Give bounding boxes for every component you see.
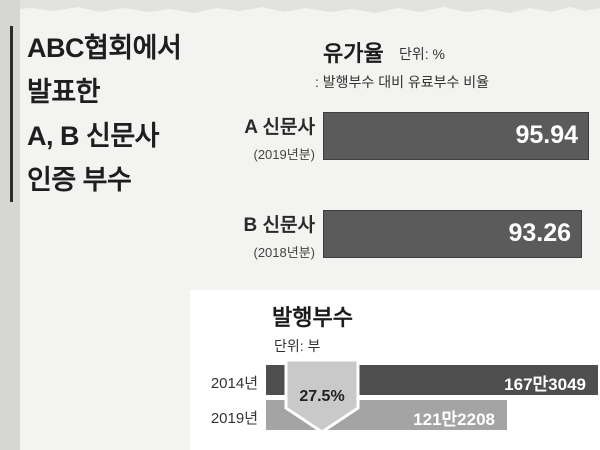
value-label-2014: 167만3049 [504, 375, 586, 394]
category-name-b: B 신문사 [243, 215, 315, 236]
torn-paper-edge [0, 0, 600, 13]
category-label-a: A 신문사 (2019년분) [215, 112, 315, 163]
year-label-2014: 2014년 [210, 375, 258, 392]
year-label-2019: 2019년 [210, 410, 258, 427]
decrease-rate-label: 27.5% [299, 388, 345, 405]
headline-line-3: A, B 신문사 [27, 121, 160, 151]
circulation-unit: 단위: 부 [274, 338, 321, 354]
value-label-b: 93.26 [508, 219, 571, 247]
paid-rate-unit: 단위: % [399, 46, 445, 62]
headline-line-2: 발표한 [27, 77, 101, 107]
paid-rate-title: 유가율 [323, 41, 384, 66]
category-name-a: A 신문사 [244, 117, 315, 138]
headline-line-1: ABC협회에서 [27, 33, 182, 63]
bar-a: 95.94 [323, 112, 589, 160]
paid-rate-description: : 발행부수 대비 유료부수 비율 [315, 74, 490, 90]
paid-rate-chart: 유가율 단위: % : 발행부수 대비 유료부수 비율 A 신문사 (2019년… [215, 0, 600, 290]
value-label-a: 95.94 [515, 121, 578, 149]
bar-b: 93.26 [323, 210, 582, 258]
decrease-arrow-icon [284, 358, 360, 434]
category-note-a: (2019년분) [253, 147, 316, 162]
headline: ABC협회에서 발표한 A, B 신문사 인증 부수 [10, 26, 217, 202]
circulation-title: 발행부수 [272, 305, 353, 330]
category-label-b: B 신문사 (2018년분) [215, 210, 315, 261]
side-panel [0, 0, 20, 450]
circulation-chart: 발행부수 단위: 부 2014년 167만3049 2019년 121만2208… [190, 290, 600, 450]
value-label-2019: 121만2208 [413, 410, 495, 429]
category-note-b: (2018년분) [253, 245, 316, 260]
headline-line-4: 인증 부수 [27, 165, 132, 195]
